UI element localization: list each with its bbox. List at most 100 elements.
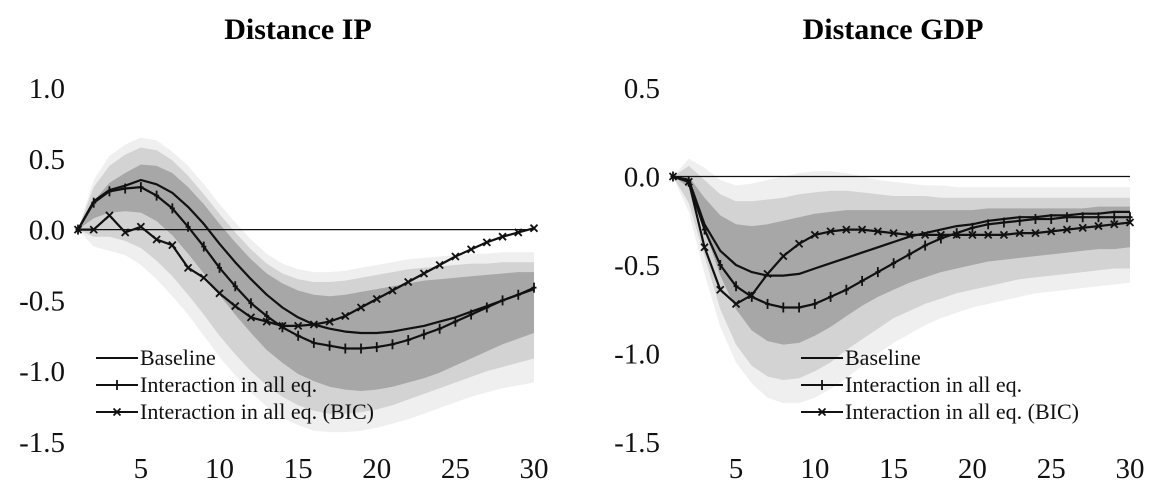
data-point [717,260,723,270]
panel-distance-gdp: Distance GDP 0.5 0.0 -0.5 -1.0 -1.5 5 10 15 20 25 3… [614,13,1144,485]
data-point [1001,217,1007,228]
data-point [248,298,254,309]
data-point [1062,225,1072,234]
data-point [999,230,1009,240]
series-line-0 [672,175,1130,277]
x-tick-label: 30 [520,453,549,485]
data-point [843,284,849,295]
data-point [185,221,191,232]
data-point [684,177,693,186]
data-point [514,228,523,237]
legend-item: Baseline [801,345,921,370]
data-point [794,239,804,248]
data-point [231,301,240,311]
data-point [183,263,193,272]
x-tick-label: 30 [1116,453,1145,485]
x-tick-label: 25 [1037,453,1066,485]
chart-title: Distance IP [224,13,371,46]
legend-label: Baseline [845,345,921,370]
data-point [1032,213,1038,224]
data-point [1127,212,1133,223]
panel-distance-ip: Distance IP 1.0 0.5 0.0 -0.5 -1.0 -1.5 5 10 15 20 2… [19,13,548,485]
data-point [1017,215,1023,226]
data-point [700,243,709,252]
data-point [154,190,160,201]
data-point [327,340,333,351]
data-point [796,302,802,313]
data-point [779,252,788,261]
data-point [731,299,741,309]
data-point [985,219,991,230]
data-point [482,238,491,247]
x-tick-label: 20 [362,453,391,485]
data-point [91,197,97,208]
data-point [1031,229,1040,238]
data-point [1110,220,1119,229]
data-point [342,343,348,354]
x-tick-label: 20 [958,453,987,485]
data-point [372,294,381,304]
data-point [500,295,506,306]
legend-label: Interaction in all eq. (BIC) [140,399,374,424]
data-point [121,228,130,237]
data-point [484,302,490,313]
data-point [122,183,128,194]
data-point [278,321,287,331]
legend-label: Baseline [140,345,216,370]
data-point [466,245,476,254]
data-point [1125,218,1135,227]
data-point [716,285,725,294]
data-point [405,335,411,346]
data-point [1095,212,1101,223]
legend-label: Interaction in all eq. (BIC) [845,399,1079,424]
data-point [262,317,271,326]
data-point [358,343,364,354]
legend-label: Interaction in all eq. [140,372,317,397]
data-point [968,230,977,240]
y-tick-label: 0.5 [624,73,660,105]
chart-title: Distance GDP [803,13,984,46]
data-point [325,317,334,326]
y-tick-label: -1.0 [19,356,65,388]
data-point [1047,227,1056,236]
data-point [138,182,144,193]
data-point [232,281,238,292]
legend-item: Interaction in all eq. (BIC) [96,399,374,424]
x-tick-label: 15 [284,453,313,485]
confidence-band-inner [78,164,534,391]
data-point [1111,212,1117,223]
data-point [889,229,898,238]
data-point [404,277,413,287]
data-point [780,302,786,313]
data-point [389,339,395,350]
data-point [168,241,177,250]
y-tick-label: -0.5 [614,250,660,282]
data-point [419,269,429,278]
legend-item: Interaction in all eq. [801,372,1022,397]
data-point [294,321,303,331]
data-point [531,282,537,293]
data-point [747,290,756,300]
data-point [217,262,223,273]
legend-item: Interaction in all eq. (BIC) [801,399,1079,424]
series-line-0 [77,178,535,335]
data-point [468,309,474,320]
data-point [136,222,146,231]
data-point [826,227,835,236]
legend-item: Baseline [96,345,216,370]
data-point [859,275,865,286]
data-point [873,227,882,236]
data-point [906,249,912,260]
data-point [73,225,83,234]
series-line-1 [672,175,1130,309]
data-point [1078,223,1087,232]
data-point [1094,221,1103,231]
data-point [952,230,961,240]
data-point [891,258,897,269]
data-point [388,286,397,295]
data-point [498,232,507,241]
data-point [922,240,928,251]
data-point [421,329,427,340]
y-tick-label: 0.5 [29,144,65,176]
